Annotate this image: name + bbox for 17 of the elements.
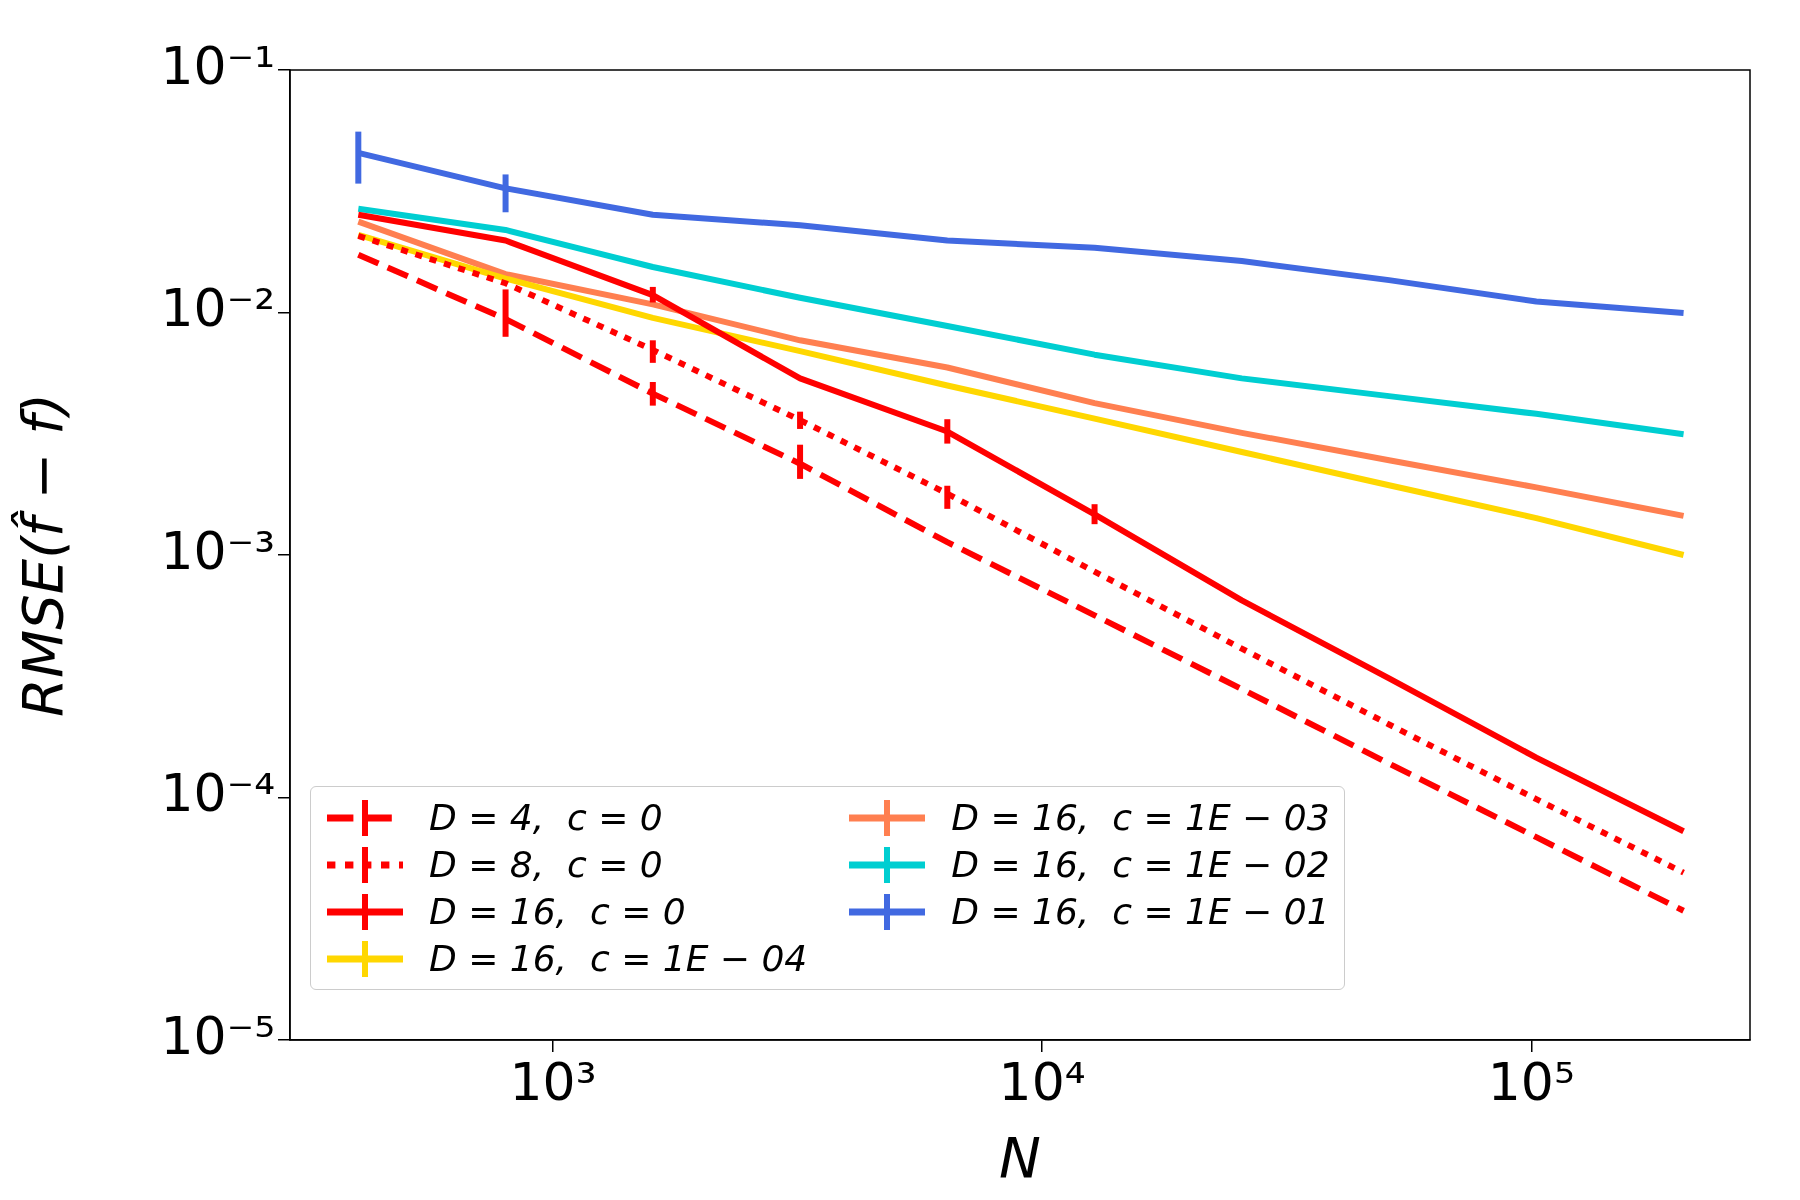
x-tick-label: 10⁵ [1487, 1051, 1575, 1112]
y-axis-title: RMSE(f̂ − f) [10, 393, 76, 717]
x-tick-label: 10³ [509, 1051, 597, 1112]
y-tick-label: 10⁻² [160, 278, 275, 339]
legend-label: D = 4, c = 0 [429, 797, 663, 838]
x-axis-title: N [999, 1124, 1041, 1190]
legend-label: D = 16, c = 0 [429, 891, 686, 932]
legend-label: D = 16, c = 1E − 02 [951, 844, 1330, 885]
legend-label: D = 16, c = 1E − 03 [951, 797, 1330, 838]
legend-label: D = 16, c = 1E − 01 [951, 891, 1330, 932]
y-tick-label: 10⁻¹ [160, 35, 275, 96]
y-tick-label: 10⁻³ [160, 520, 275, 581]
y-tick-label: 10⁻⁴ [160, 763, 275, 824]
legend-label: D = 16, c = 1E − 04 [429, 938, 808, 979]
legend-label: D = 8, c = 0 [429, 844, 663, 885]
x-tick-label: 10⁴ [998, 1051, 1086, 1112]
y-tick-label: 10⁻⁵ [160, 1005, 275, 1066]
